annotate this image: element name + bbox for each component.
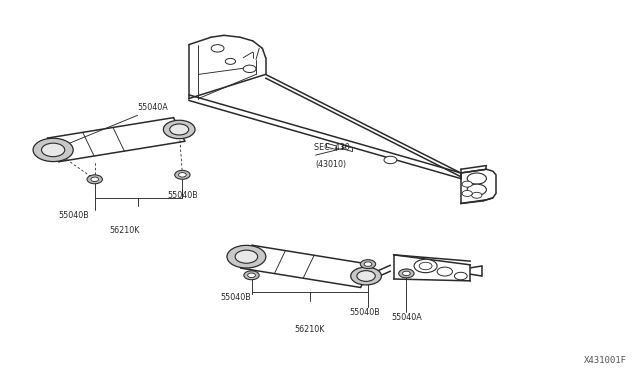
Text: 55040B: 55040B	[220, 293, 251, 302]
Circle shape	[437, 267, 452, 276]
Circle shape	[170, 124, 189, 135]
Text: 55040B: 55040B	[167, 191, 198, 200]
Circle shape	[243, 65, 256, 73]
Circle shape	[351, 267, 381, 285]
Circle shape	[419, 262, 432, 270]
Circle shape	[33, 138, 73, 161]
Circle shape	[235, 250, 258, 263]
Circle shape	[360, 260, 376, 269]
Circle shape	[462, 190, 472, 196]
Circle shape	[211, 45, 224, 52]
Circle shape	[179, 173, 186, 177]
Circle shape	[87, 175, 102, 184]
Circle shape	[248, 273, 255, 278]
Text: 56210K: 56210K	[294, 325, 324, 334]
Text: X431001F: X431001F	[584, 356, 627, 365]
Circle shape	[91, 177, 99, 182]
Circle shape	[454, 272, 467, 280]
Circle shape	[403, 271, 410, 276]
Text: 55040B: 55040B	[58, 211, 89, 220]
Text: 56210K: 56210K	[109, 226, 140, 235]
Circle shape	[227, 246, 266, 268]
Circle shape	[364, 262, 372, 266]
Text: 55040A: 55040A	[391, 313, 422, 322]
Circle shape	[244, 271, 259, 280]
Circle shape	[467, 184, 486, 195]
Circle shape	[225, 58, 236, 64]
Circle shape	[175, 170, 190, 179]
Text: (43010): (43010)	[316, 160, 347, 169]
Circle shape	[472, 192, 482, 198]
Text: 55040B: 55040B	[349, 308, 380, 317]
Text: 55040A: 55040A	[138, 103, 168, 112]
Circle shape	[414, 259, 437, 273]
Circle shape	[357, 271, 375, 281]
Circle shape	[467, 173, 486, 184]
Circle shape	[384, 156, 397, 164]
Text: SEC. 430: SEC. 430	[314, 143, 349, 152]
Circle shape	[42, 143, 65, 157]
Circle shape	[399, 269, 414, 278]
Circle shape	[462, 181, 472, 187]
Circle shape	[163, 120, 195, 139]
